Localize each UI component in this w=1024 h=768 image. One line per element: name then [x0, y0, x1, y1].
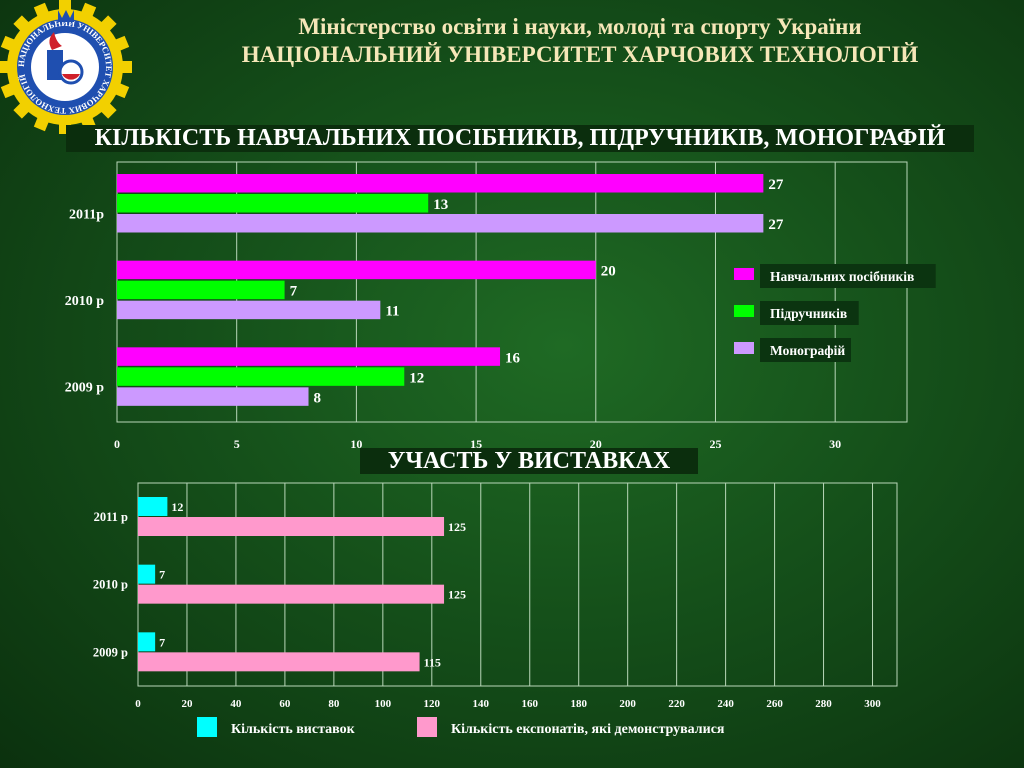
chart2-legend-label: Кількість виставок	[231, 722, 356, 737]
chart2-x-tick-label: 40	[230, 698, 242, 710]
chart1-bar	[117, 300, 381, 320]
chart2-data-label: 7	[159, 568, 165, 582]
chart1-legend-swatch	[734, 342, 754, 354]
chart2-legend-label: Кількість експонатів, які демонструвалис…	[451, 722, 725, 737]
gear-tooth	[98, 100, 117, 119]
gear-tooth	[0, 81, 19, 99]
chart2-x-tick-label: 20	[181, 698, 193, 710]
chart1-bar	[117, 194, 429, 213]
chart1-data-label: 20	[601, 264, 616, 280]
ministry-title: Міністерство освіти і науки, молоді та с…	[298, 14, 862, 39]
gear-tooth	[0, 35, 19, 53]
gear-tooth	[79, 2, 97, 21]
gear-tooth	[33, 2, 51, 21]
chart2-category-label: 2009 р	[93, 645, 128, 659]
chart1-category-label: 2011р	[69, 207, 104, 222]
university-logo: НАЦІОНАЛЬНИЙ УНІВЕРСИТЕТ ХАРЧОВИХ ТЕХНОЛ…	[0, 0, 132, 134]
chart2-bar	[138, 584, 445, 604]
chart1-data-label: 11	[385, 304, 399, 320]
chart2-x-tick-label: 60	[279, 698, 291, 710]
chart1-legend-label: Підручників	[770, 306, 847, 321]
gear-tooth	[111, 35, 130, 53]
chart1-data-label: 27	[768, 217, 784, 233]
logo-flask-liquid	[62, 74, 80, 80]
chart2-bar	[138, 517, 445, 536]
chart2-x-tick-label: 120	[424, 698, 441, 710]
chart1-data-label: 12	[409, 370, 424, 386]
chart1-bar	[117, 387, 309, 406]
chart2-x-tick-label: 100	[375, 698, 392, 710]
chart1-bar	[117, 260, 596, 280]
chart2-x-tick-label: 180	[570, 698, 587, 710]
chart1-legend-swatch	[734, 268, 754, 280]
chart2-data-label: 125	[448, 520, 466, 534]
chart2-data-label: 125	[448, 588, 466, 602]
chart1-category-label: 2010 р	[65, 294, 105, 309]
chart1-bar	[117, 174, 764, 193]
chart2-category-label: 2010 р	[93, 578, 128, 592]
logo-flask-icon	[58, 59, 84, 85]
gear-tooth	[33, 113, 51, 132]
gear-tooth	[13, 15, 32, 34]
chart2-bar	[138, 632, 156, 652]
chart2-x-tick-label: 280	[815, 698, 832, 710]
chart1-bar	[117, 347, 501, 366]
chart1-title: КІЛЬКІСТЬ НАВЧАЛЬНИХ ПОСІБНИКІВ, ПІДРУЧН…	[66, 125, 974, 152]
chart1-x-tick-label: 30	[829, 437, 841, 451]
chart2-x-tick-label: 140	[473, 698, 490, 710]
chart1-bar	[117, 214, 764, 233]
chart2-data-label: 12	[171, 500, 183, 514]
chart1-bar	[117, 280, 285, 300]
chart1-legend-box	[760, 338, 851, 362]
gear-tooth	[98, 15, 117, 34]
chart2-bar	[138, 497, 168, 516]
trident-icon	[58, 10, 74, 22]
chart2-data-label: 7	[159, 635, 165, 649]
gear-tooth	[111, 81, 130, 99]
chart2-x-tick-label: 80	[328, 698, 340, 710]
gear-tooth	[59, 0, 71, 14]
logo-torch-flame-icon	[49, 32, 62, 50]
chart1-x-tick-label: 0	[114, 437, 120, 451]
chart2-plot-area	[137, 482, 898, 687]
chart2-x-tick-label: 300	[864, 698, 881, 710]
chart1-legend-label: Монографій	[770, 343, 845, 358]
chart2-bar	[138, 564, 156, 584]
chart2-x-tick-label: 0	[135, 698, 141, 710]
chart1-data-label: 7	[290, 284, 298, 300]
chart1-data-label: 13	[433, 197, 448, 213]
gear-tooth	[118, 61, 132, 73]
gear-tooth	[13, 100, 32, 119]
chart1-bar	[117, 367, 405, 386]
chart2-x-tick-label: 260	[766, 698, 783, 710]
chart2-category-label: 2011 р	[94, 510, 128, 524]
chart1-plot-area	[116, 161, 908, 423]
chart2-bar	[138, 652, 420, 672]
chart2-x-tick-label: 220	[668, 698, 685, 710]
chart2-x-tick-label: 200	[619, 698, 636, 710]
chart1-data-label: 16	[505, 350, 520, 366]
chart1-category-label: 2009 р	[65, 381, 105, 396]
chart1-x-tick-label: 5	[234, 437, 240, 451]
chart2-data-label: 115	[424, 655, 441, 669]
chart2-legend-swatch	[417, 717, 437, 737]
chart2-title: УЧАСТЬ У ВИСТАВКАХ	[360, 448, 698, 474]
chart1-legend-box	[760, 301, 859, 325]
gear-tooth	[0, 61, 12, 73]
university-title: НАЦІОНАЛЬНИЙ УНІВЕРСИТЕТ ХАРЧОВИХ ТЕХНОЛ…	[241, 42, 919, 67]
chart2-legend-swatch	[197, 717, 217, 737]
chart1-x-tick-label: 25	[709, 437, 721, 451]
chart1-legend-swatch	[734, 305, 754, 317]
chart1-legend-label: Навчальних посібників	[770, 269, 914, 284]
chart2-x-tick-label: 160	[521, 698, 538, 710]
chart1-legend-box	[760, 264, 936, 288]
chart1-data-label: 27	[768, 177, 784, 193]
chart2-x-tick-label: 240	[717, 698, 734, 710]
chart1-data-label: 8	[314, 390, 322, 406]
